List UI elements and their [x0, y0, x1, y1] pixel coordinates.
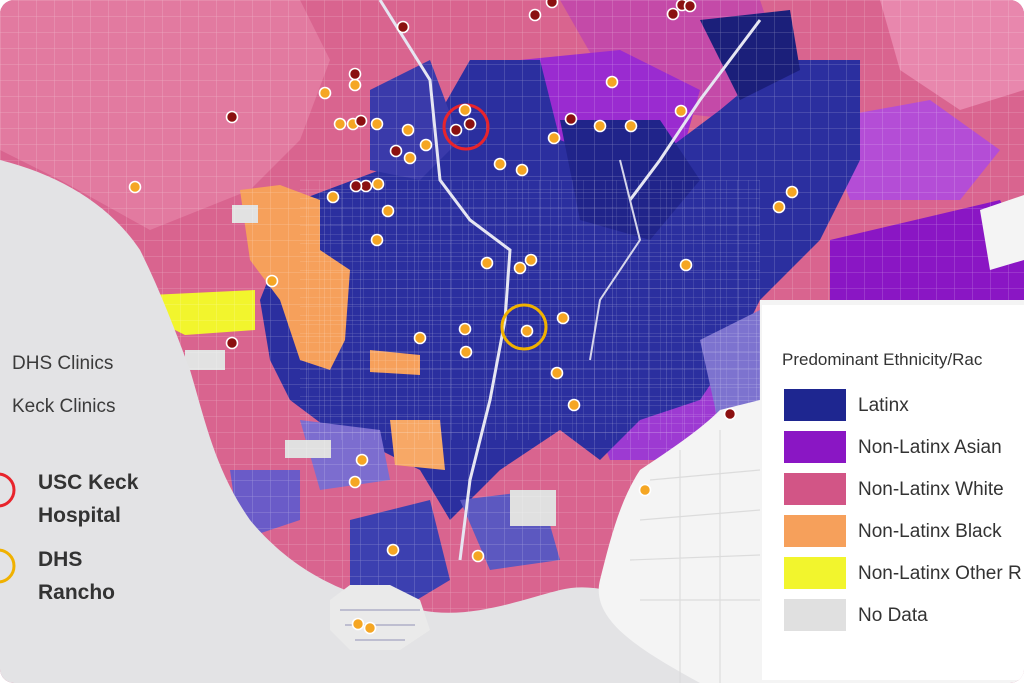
keck-clinic-marker [564, 112, 578, 126]
dhs-clinic-marker [480, 256, 494, 270]
dhs-clinic-marker [403, 151, 417, 165]
unmapped-land-ne [980, 195, 1024, 270]
legend-label: Non-Latinx Black [858, 521, 1002, 542]
dhs-clinic-marker [348, 475, 362, 489]
dhs-clinic-marker [638, 483, 652, 497]
legend-swatch [784, 389, 846, 421]
legend-dhs-rancho: DHS Rancho [38, 543, 115, 609]
keck-clinic-marker [683, 0, 697, 13]
legend-label: Non-Latinx Other R [858, 563, 1022, 584]
dhs-clinic-marker [333, 117, 347, 131]
legend-swatch [784, 599, 846, 631]
dhs-clinic-marker [458, 322, 472, 336]
river-sg [628, 19, 762, 201]
legend-item: Non-Latinx Asian [784, 431, 1024, 465]
legend-swatch [784, 473, 846, 505]
legend-usc-keck-line1: USC Keck [38, 471, 139, 494]
dhs-clinic-marker [772, 200, 786, 214]
legend-label: Non-Latinx Asian [858, 437, 1002, 458]
freeway-line [589, 159, 642, 361]
dhs-clinic-marker [363, 621, 377, 635]
dhs-clinic-marker [265, 274, 279, 288]
keck-clinic-marker [723, 407, 737, 421]
keck-clinic-marker [528, 8, 542, 22]
dhs-clinic-marker [371, 177, 385, 191]
legend-keck-clinics: Keck Clinics [12, 396, 116, 417]
dhs-clinic-marker [520, 324, 534, 338]
dhs-clinic-marker [386, 543, 400, 557]
dhs-clinic-marker [679, 258, 693, 272]
dhs-rancho-circle [500, 303, 548, 351]
dhs-clinic-marker [550, 366, 564, 380]
legend-item: Non-Latinx White [784, 473, 1024, 507]
legend-dhs-rancho-line2: Rancho [38, 581, 116, 604]
legend-usc-keck-hospital: USC Keck Hospital [38, 466, 138, 532]
dhs-clinic-marker [674, 104, 688, 118]
dhs-clinic-marker [471, 549, 485, 563]
keck-clinic-marker [349, 179, 363, 193]
dhs-clinic-marker [459, 345, 473, 359]
dhs-clinic-marker [458, 103, 472, 117]
dhs-clinic-marker [624, 119, 638, 133]
legend-title: Predominant Ethnicity/Rac [782, 350, 983, 369]
keck-clinic-marker [348, 67, 362, 81]
legend-item: Latinx [784, 389, 1024, 423]
legend-item: No Data [784, 599, 1024, 633]
legend-dhs-clinics: DHS Clinics [12, 353, 114, 374]
legend-label: Latinx [858, 395, 909, 416]
keck-clinic-marker [389, 144, 403, 158]
dhs-clinic-marker [413, 331, 427, 345]
keck-clinic-marker [354, 114, 368, 128]
street-lines [629, 430, 761, 683]
legend-label: Non-Latinx White [858, 479, 1004, 500]
legend-item: Non-Latinx Black [784, 515, 1024, 549]
dhs-clinic-marker [128, 180, 142, 194]
dhs-clinic-marker [370, 117, 384, 131]
dhs-clinic-marker [326, 190, 340, 204]
dhs-clinic-markers [128, 75, 799, 635]
legend-usc-keck-line2: Hospital [38, 504, 121, 527]
dhs-clinic-marker [785, 185, 799, 199]
dhs-clinic-marker [493, 157, 507, 171]
legend-left: DHS Clinics Keck Clinics USC Keck Hospit… [0, 340, 200, 620]
legend-label: No Data [858, 605, 928, 626]
dhs-clinic-marker [605, 75, 619, 89]
usc-keck-legend-symbol [0, 472, 16, 508]
dhs-clinic-marker [524, 253, 538, 267]
keck-clinic-marker [545, 0, 559, 9]
dhs-clinic-marker [593, 119, 607, 133]
keck-clinic-marker [225, 336, 239, 350]
keck-clinic-marker [463, 117, 477, 131]
dhs-clinic-marker [547, 131, 561, 145]
legend-swatch [784, 431, 846, 463]
dhs-clinic-marker [401, 123, 415, 137]
keck-clinic-marker [225, 110, 239, 124]
tract-lines-dense [300, 180, 760, 440]
ocean [0, 160, 760, 683]
legend-item: Non-Latinx Other R [784, 557, 1024, 591]
dhs-clinic-marker [419, 138, 433, 152]
legend-right: Predominant Ethnicity/Rac Latinx Non-Lati… [762, 305, 1024, 680]
dhs-clinic-marker [556, 311, 570, 325]
dhs-clinic-marker [351, 617, 365, 631]
legend-swatch [784, 557, 846, 589]
keck-clinic-marker [449, 123, 463, 137]
river-la [378, 0, 512, 561]
dhs-clinic-marker [370, 233, 384, 247]
dhs-clinic-marker [381, 204, 395, 218]
dhs-clinic-marker [513, 261, 527, 275]
keck-clinic-marker [396, 20, 410, 34]
keck-clinic-markers [225, 0, 737, 421]
dhs-rancho-legend-symbol [0, 548, 16, 584]
legend-swatch [784, 515, 846, 547]
dhs-clinic-marker [515, 163, 529, 177]
dhs-clinic-marker [355, 453, 369, 467]
keck-clinic-marker [666, 7, 680, 21]
legend-dhs-rancho-line1: DHS [38, 548, 83, 571]
dhs-clinic-marker [348, 78, 362, 92]
dhs-clinic-marker [318, 86, 332, 100]
port-area [330, 585, 430, 650]
dhs-clinic-marker [567, 398, 581, 412]
